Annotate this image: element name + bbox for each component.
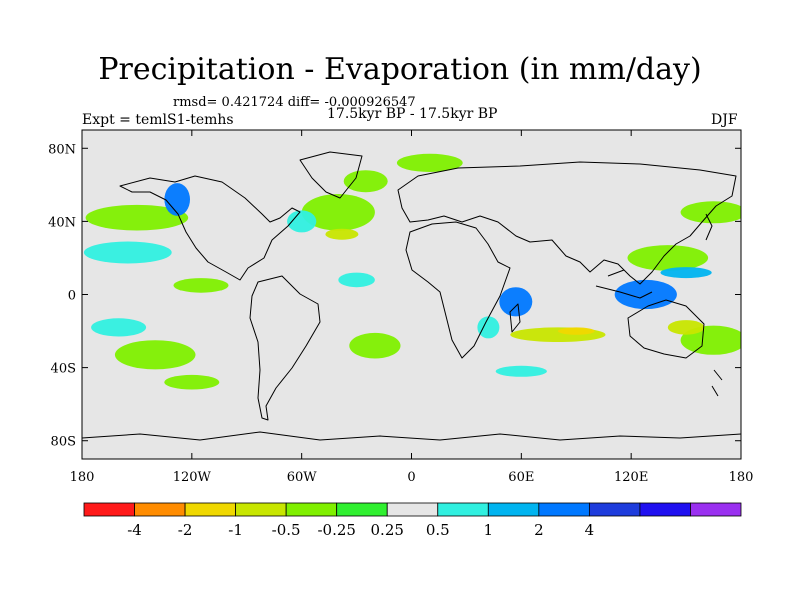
colorbar-swatch bbox=[336, 502, 388, 517]
field-south-atlantic bbox=[349, 332, 401, 359]
colorbar-swatch bbox=[639, 502, 691, 517]
colorbar-label: 0.5 bbox=[426, 521, 450, 539]
colorbar-label: -0.5 bbox=[272, 521, 301, 539]
coastline-japan bbox=[705, 213, 713, 241]
colorbar-label: 0.25 bbox=[371, 521, 404, 539]
colorbar-swatch bbox=[588, 502, 641, 517]
y-tick-label: 40S bbox=[51, 362, 76, 377]
coastline-north-america bbox=[119, 175, 301, 281]
map-axes: 180 120W 60W 0 60E 120E 180 80N 40N 0 40S 80S bbox=[48, 130, 753, 485]
colorbar-label: 4 bbox=[585, 521, 595, 539]
field-north-west-pacific-wet bbox=[660, 267, 712, 279]
field-east-pacific-itcz bbox=[173, 278, 229, 293]
colorbar-swatch bbox=[487, 502, 540, 517]
field-north-atlantic-storm-track bbox=[301, 194, 375, 231]
colorbar-swatch bbox=[134, 502, 186, 517]
field-south-pacific-subtropics bbox=[114, 340, 196, 370]
coastline-greenland bbox=[299, 151, 363, 199]
y-tick-label: 80N bbox=[48, 142, 76, 157]
colorbar-swatch bbox=[235, 502, 287, 517]
field-south-indian-dry-core bbox=[558, 327, 595, 335]
colorbar-swatch bbox=[538, 502, 590, 517]
x-tick-label: 120W bbox=[173, 470, 212, 485]
contour-fields bbox=[83, 153, 741, 390]
period-label: 17.5kyr BP - 17.5kyr BP bbox=[327, 106, 498, 122]
field-maritime-continent bbox=[614, 279, 677, 310]
field-south-pacific-convergence bbox=[91, 318, 147, 337]
y-tick-label: 0 bbox=[68, 289, 76, 304]
colorbar-label: 1 bbox=[484, 521, 494, 539]
field-southern-ocean-pacific bbox=[164, 374, 220, 390]
field-western-indian-ocean bbox=[499, 287, 533, 317]
x-tick-label: 60E bbox=[508, 470, 534, 485]
field-north-west-pacific-dry bbox=[627, 245, 709, 271]
coastline-africa bbox=[405, 221, 511, 359]
colorbar-swatch bbox=[285, 502, 338, 517]
rmsd-diff-stats: rmsd= 0.421724 diff= -0.000926547 bbox=[173, 95, 416, 110]
x-tick-label: 180 bbox=[70, 470, 95, 485]
experiment-label: Expt = temlS1-temhs bbox=[82, 112, 234, 128]
x-tick-label: 180 bbox=[729, 470, 754, 485]
field-southern-indian-ocean-40s bbox=[495, 365, 547, 377]
coastline-eurasia bbox=[397, 161, 737, 285]
field-australia-north-dry bbox=[667, 320, 705, 335]
y-tick-label: 80S bbox=[51, 435, 76, 450]
y-tick-label: 40N bbox=[48, 215, 76, 230]
coastline-madagascar bbox=[509, 303, 521, 333]
coastline-maritime-continent bbox=[595, 269, 653, 299]
x-tick-label: 0 bbox=[407, 470, 415, 485]
field-africa-east-coast-wet bbox=[477, 316, 500, 339]
colorbar: -4 -2 -1 -0.5 -0.25 0.25 0.5 1 2 4 bbox=[83, 502, 742, 539]
colorbar-label: -4 bbox=[127, 521, 142, 539]
field-east-pacific-north bbox=[83, 241, 172, 264]
chart-title: Precipitation - Evaporation (in mm/day) bbox=[98, 52, 702, 87]
field-central-atlantic-dry bbox=[325, 228, 359, 240]
coastline-new-zealand bbox=[711, 369, 723, 397]
x-tick-label: 120E bbox=[614, 470, 648, 485]
colorbar-label: -1 bbox=[228, 521, 243, 539]
coastlines bbox=[82, 151, 741, 441]
field-north-east-pacific-45n bbox=[680, 201, 741, 224]
coastline-south-america bbox=[249, 275, 321, 421]
field-arctic-atlantic-sector bbox=[396, 153, 463, 172]
colorbar-swatch bbox=[184, 502, 237, 517]
x-tick-label: 60W bbox=[287, 470, 318, 485]
coastline-antarctica bbox=[82, 431, 741, 441]
field-north-pacific-storm-track bbox=[85, 204, 189, 231]
colorbar-swatch bbox=[386, 502, 439, 517]
coastline-australia bbox=[627, 299, 705, 359]
field-western-north-atlantic bbox=[287, 210, 317, 233]
colorbar-label: -2 bbox=[178, 521, 193, 539]
field-nw-north-america-coast bbox=[164, 183, 190, 216]
field-north-atlantic-high-lat bbox=[343, 170, 388, 193]
colorbar-swatch bbox=[690, 502, 742, 517]
colorbar-label: -0.25 bbox=[317, 521, 355, 539]
colorbar-label: 2 bbox=[534, 521, 544, 539]
field-equatorial-atlantic bbox=[338, 272, 375, 288]
colorbar-swatch bbox=[83, 502, 135, 517]
colorbar-swatch bbox=[437, 502, 489, 517]
season-label: DJF bbox=[711, 112, 738, 128]
